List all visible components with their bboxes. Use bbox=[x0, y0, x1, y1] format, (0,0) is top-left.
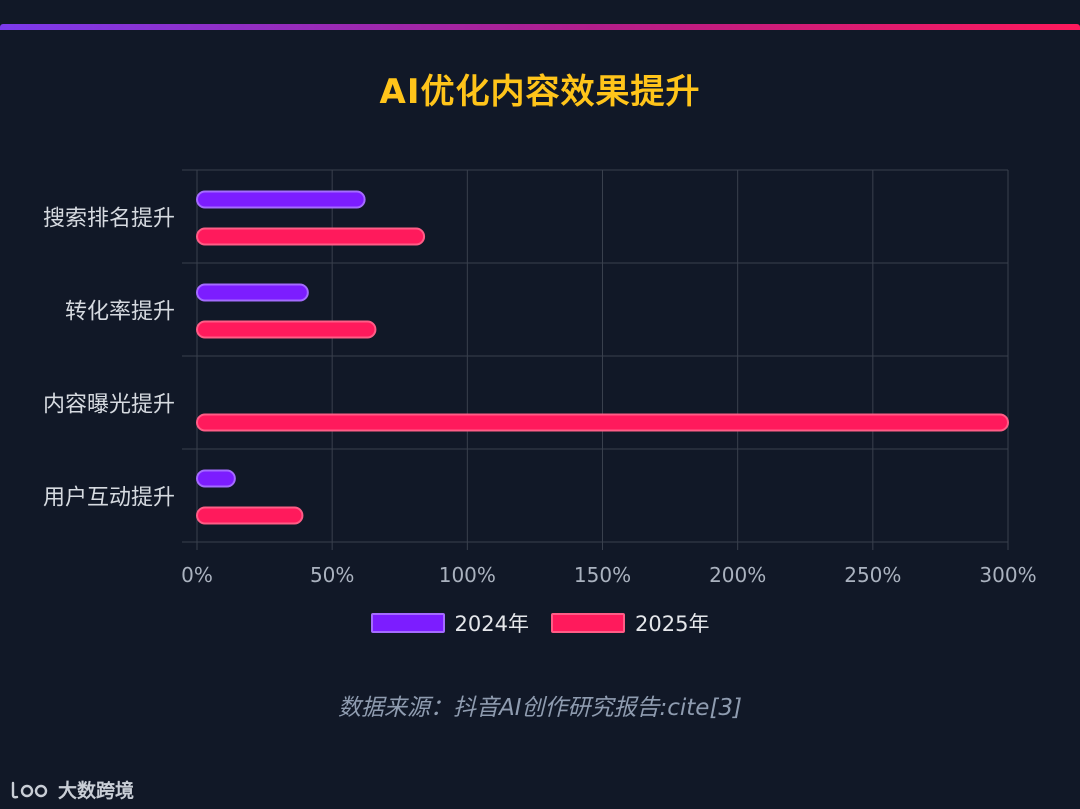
bar-2025[interactable] bbox=[196, 227, 426, 246]
brand-mark: 大数跨境 bbox=[10, 776, 134, 803]
x-tick-label: 100% bbox=[439, 563, 496, 587]
category-label: 用户互动提升 bbox=[43, 486, 175, 511]
category-label: 搜索排名提升 bbox=[43, 207, 175, 232]
brand-logo-icon bbox=[11, 781, 48, 798]
data-source-note: 数据来源：抖音AI创作研究报告:cite[3] bbox=[337, 695, 743, 721]
brand-name: 大数跨境 bbox=[58, 780, 135, 802]
category-label: 内容曝光提升 bbox=[43, 393, 175, 418]
x-tick-label: 200% bbox=[709, 563, 766, 587]
bars-group bbox=[196, 190, 1009, 525]
x-tick-label: 250% bbox=[844, 563, 901, 587]
bar-2024[interactable] bbox=[196, 190, 366, 209]
chart-title: AI优化内容效果提升 bbox=[379, 72, 701, 112]
legend: 2024年 2025年 bbox=[0, 608, 1080, 638]
legend-swatch-2024 bbox=[370, 613, 445, 633]
bar-2024[interactable] bbox=[196, 283, 309, 302]
x-tick-label: 0% bbox=[181, 563, 213, 587]
bar-2025[interactable] bbox=[196, 413, 1009, 432]
category-label: 转化率提升 bbox=[65, 300, 175, 325]
legend-label-2025: 2025年 bbox=[635, 612, 710, 636]
x-tick-labels: 0% 50% 100% 150% 200% 250% 300% bbox=[181, 563, 1036, 587]
x-tick-label: 50% bbox=[310, 563, 354, 587]
bar-2025[interactable] bbox=[196, 506, 304, 525]
top-accent-bar bbox=[0, 24, 1080, 30]
x-tick-label: 300% bbox=[979, 563, 1036, 587]
bar-2024[interactable] bbox=[196, 469, 236, 488]
legend-swatch-2025 bbox=[551, 613, 625, 633]
grid-lines bbox=[182, 169, 1009, 550]
legend-label-2024: 2024年 bbox=[454, 612, 529, 636]
legend-item-2025[interactable]: 2025年 bbox=[551, 608, 709, 638]
x-tick-label: 150% bbox=[574, 563, 631, 587]
bar-2025[interactable] bbox=[196, 320, 377, 339]
legend-item-2024[interactable]: 2024年 bbox=[370, 608, 529, 638]
